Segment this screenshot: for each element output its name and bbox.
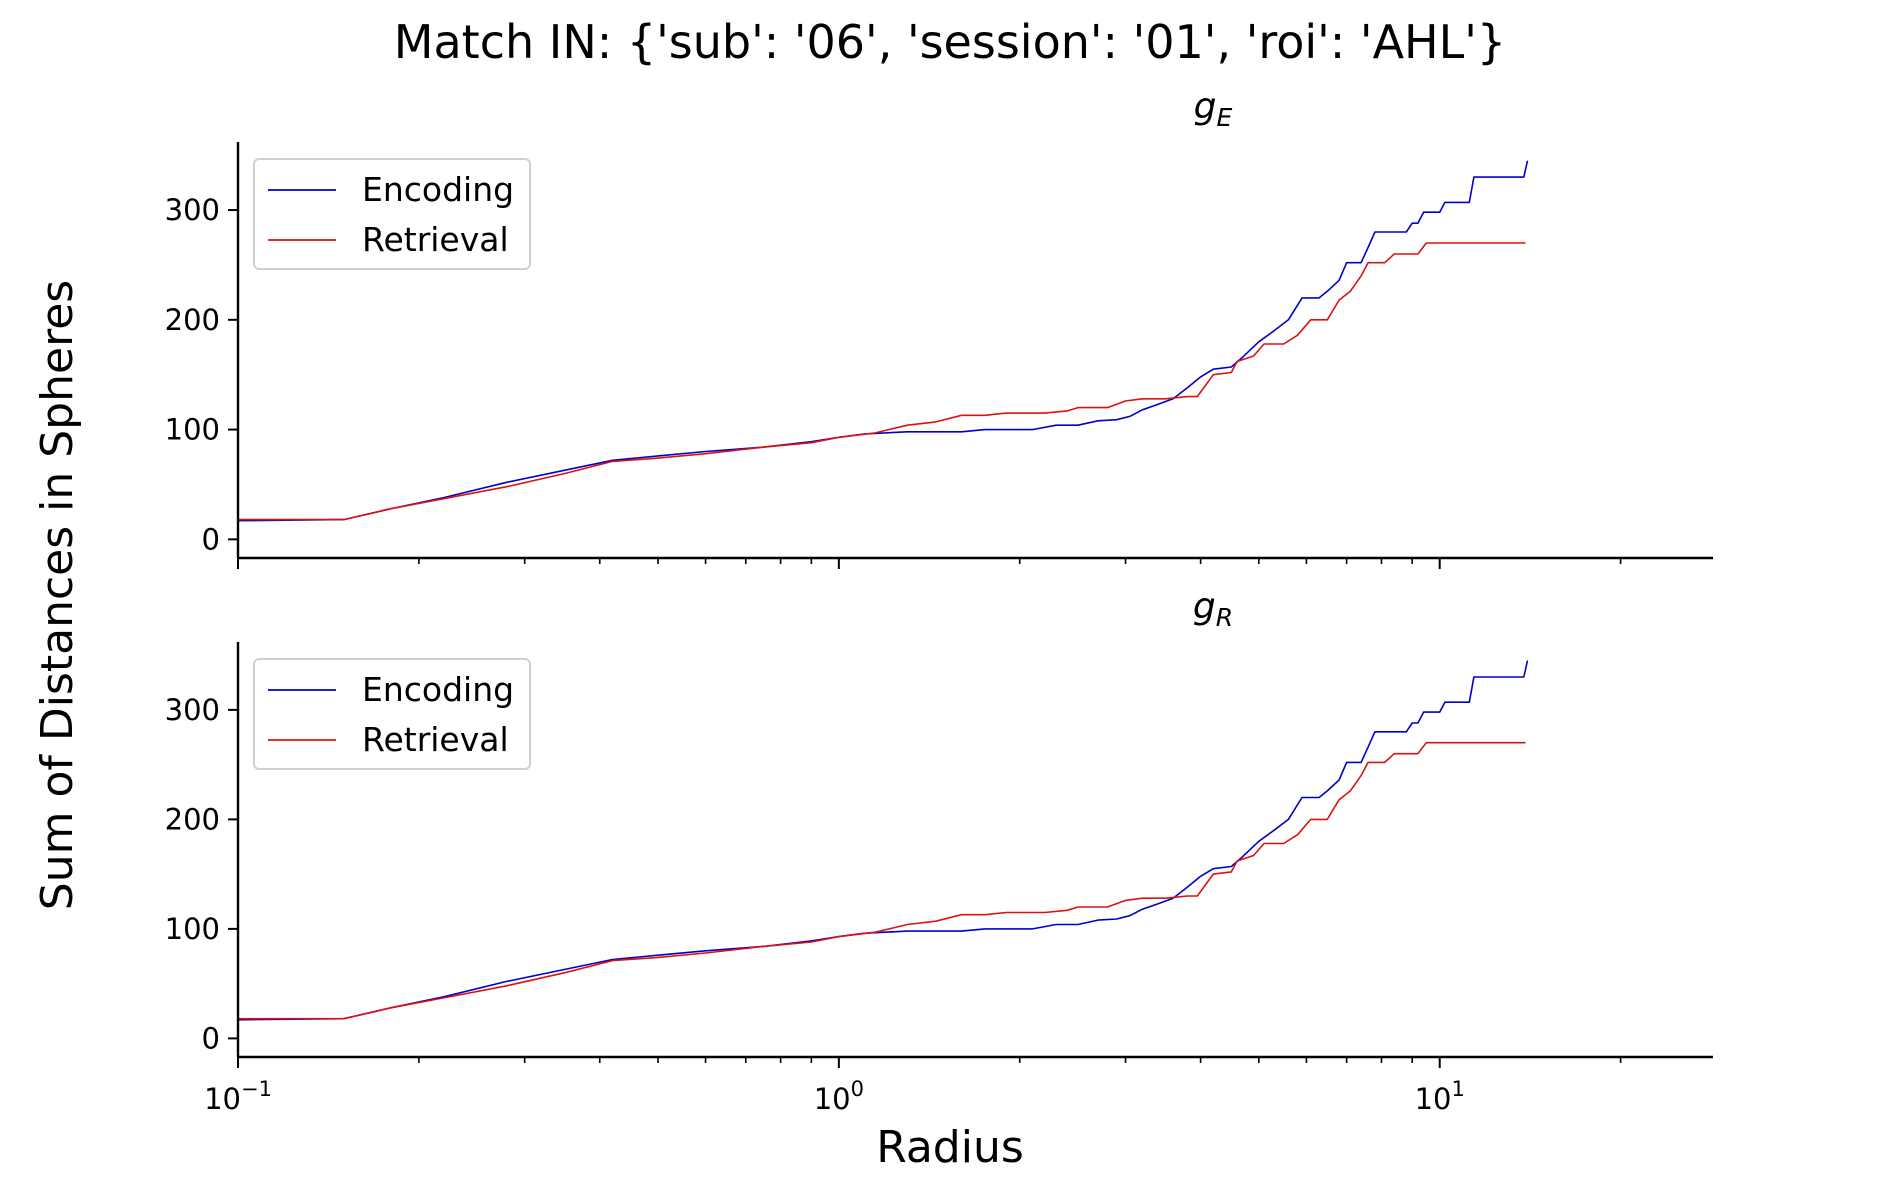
legend-label-retrieval: Retrieval <box>362 220 509 259</box>
legend-label-encoding: Encoding <box>362 670 514 709</box>
y-tick-label: 0 <box>202 1021 220 1055</box>
panel-retrieval-gR: gR 0 100 200 300 10−1 100 101 Encoding Retrieval <box>165 586 1713 1116</box>
legend-label-encoding: Encoding <box>362 170 514 209</box>
legend-box <box>253 658 531 770</box>
panel-title: gE <box>1194 86 1233 132</box>
series-line-encoding <box>237 660 1529 1021</box>
panel-title-base: g <box>1194 86 1217 127</box>
panel-title-subscript: E <box>1217 103 1233 132</box>
figure-title: Match IN: {'sub': '06', 'session': '01',… <box>394 15 1506 69</box>
y-tick-label: 200 <box>165 802 220 836</box>
x-tick-label: 101 <box>1415 1077 1465 1116</box>
legend-label-retrieval: Retrieval <box>362 720 509 759</box>
panel-encoding-gE: gE 0 100 200 300 Encoding Retrieval <box>165 86 1713 569</box>
y-tick-label: 200 <box>165 303 220 337</box>
series-line-retrieval <box>238 741 1526 1020</box>
y-tick-label: 300 <box>165 193 220 227</box>
legend-box <box>253 158 531 270</box>
x-axis-label: Radius <box>876 1122 1024 1173</box>
panel-title: gR <box>1193 586 1233 632</box>
y-axis-label: Sum of Distances in Spheres <box>32 280 83 910</box>
series-line-encoding <box>237 160 1529 522</box>
series-line-retrieval <box>238 242 1526 521</box>
y-tick-label: 0 <box>202 522 220 556</box>
panel-title-base: g <box>1193 586 1216 627</box>
x-tick-label: 10−1 <box>204 1077 272 1116</box>
y-tick-label: 300 <box>165 693 220 727</box>
x-tick-label: 100 <box>814 1077 864 1116</box>
legend: Encoding Retrieval <box>253 658 531 770</box>
legend: Encoding Retrieval <box>253 158 531 270</box>
y-tick-label: 100 <box>165 912 220 946</box>
y-tick-label: 100 <box>165 413 220 447</box>
panel-title-subscript: R <box>1216 603 1233 632</box>
